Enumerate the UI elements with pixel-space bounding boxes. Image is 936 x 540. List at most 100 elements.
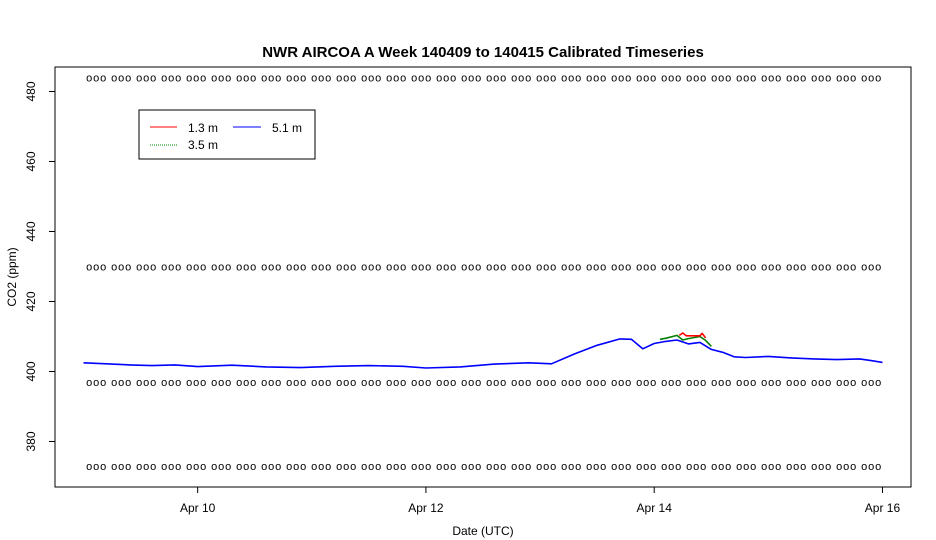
y-tick-label-5: 480 — [24, 81, 38, 101]
flag-point: o — [193, 73, 199, 85]
flag-point: o — [786, 461, 792, 473]
flag-point: o — [111, 73, 117, 85]
flag-point: o — [211, 73, 217, 85]
flag-point: o — [650, 377, 656, 389]
flag-point: o — [86, 73, 92, 85]
flag-point: o — [168, 461, 174, 473]
flag-point: o — [768, 73, 774, 85]
flag-point: o — [650, 461, 656, 473]
flag-point: o — [325, 461, 331, 473]
flag-point: o — [625, 73, 631, 85]
flag-point: o — [411, 461, 417, 473]
flag-point: o — [511, 461, 517, 473]
flag-point: o — [636, 461, 642, 473]
flag-point: o — [843, 73, 849, 85]
flag-point: o — [143, 377, 149, 389]
flag-point: o — [418, 262, 424, 274]
flag-point: o — [611, 461, 617, 473]
flag-point: o — [218, 461, 224, 473]
flag-point: o — [318, 461, 324, 473]
flag-point: o — [493, 377, 499, 389]
series-lines — [83, 332, 883, 369]
flag-point: o — [575, 377, 581, 389]
flag-point: o — [775, 73, 781, 85]
flag-point: o — [700, 73, 706, 85]
flag-point: o — [775, 461, 781, 473]
flag-point: o — [300, 262, 306, 274]
flag-point: o — [318, 73, 324, 85]
flag-point: o — [761, 377, 767, 389]
flag-point: o — [93, 262, 99, 274]
flag-point: o — [786, 73, 792, 85]
flag-point: o — [425, 262, 431, 274]
flag-point: o — [793, 461, 799, 473]
flag-point: o — [450, 377, 456, 389]
flag-point: o — [411, 262, 417, 274]
flag-point: o — [100, 73, 106, 85]
flag-point: o — [193, 262, 199, 274]
flag-point: o — [750, 377, 756, 389]
flag-point: o — [211, 262, 217, 274]
flag-point: o — [843, 262, 849, 274]
flag-point: o — [311, 262, 317, 274]
flag-point: o — [236, 262, 242, 274]
flag-point: o — [718, 377, 724, 389]
flag-point: o — [636, 73, 642, 85]
flag-point: o — [443, 262, 449, 274]
legend-label-1-3m: 1.3 m — [188, 121, 218, 135]
flag-point: o — [543, 377, 549, 389]
flag-point: o — [93, 461, 99, 473]
flag-point: o — [243, 377, 249, 389]
flag-point: o — [650, 73, 656, 85]
flag-point: o — [675, 461, 681, 473]
flag-point: o — [275, 262, 281, 274]
flag-point: o — [268, 73, 274, 85]
flag-point: o — [411, 73, 417, 85]
flag-point: o — [400, 73, 406, 85]
flag-point: o — [386, 73, 392, 85]
flag-point: o — [718, 73, 724, 85]
flag-point: o — [636, 377, 642, 389]
flag-point: o — [250, 73, 256, 85]
x-axis-label: Date (UTC) — [452, 524, 513, 538]
flag-point: o — [343, 461, 349, 473]
flag-point: o — [518, 73, 524, 85]
flag-point: o — [575, 461, 581, 473]
series-line-1 — [659, 334, 712, 347]
flag-point: o — [611, 73, 617, 85]
flag-point: o — [836, 377, 842, 389]
flag-point: o — [386, 377, 392, 389]
flag-point: o — [775, 262, 781, 274]
flag-point: o — [793, 377, 799, 389]
flag-point: o — [100, 377, 106, 389]
flag-point: o — [875, 262, 881, 274]
flag-point: o — [561, 73, 567, 85]
y-axis: 380 400 420 440 460 480 — [24, 81, 55, 452]
flag-point: o — [868, 73, 874, 85]
flag-point: o — [286, 262, 292, 274]
flag-point: o — [811, 377, 817, 389]
flag-point: o — [436, 461, 442, 473]
x-tick-label-2: Apr 14 — [637, 501, 673, 515]
flag-point: o — [568, 461, 574, 473]
flag-point: o — [493, 461, 499, 473]
flag-point: o — [475, 377, 481, 389]
flag-point: o — [500, 262, 506, 274]
flag-point: o — [493, 262, 499, 274]
flag-point: o — [261, 262, 267, 274]
flag-point: o — [293, 73, 299, 85]
flag-point: o — [536, 377, 542, 389]
flag-point: o — [486, 262, 492, 274]
flag-point: o — [700, 377, 706, 389]
flag-point: o — [836, 461, 842, 473]
legend-box — [138, 109, 316, 160]
flag-point: o — [268, 377, 274, 389]
flag-point: o — [750, 461, 756, 473]
flag-point: o — [850, 461, 856, 473]
flag-point: o — [225, 461, 231, 473]
flag-point: o — [343, 73, 349, 85]
flag-point: o — [643, 461, 649, 473]
flag-point: o — [150, 461, 156, 473]
flag-point: o — [200, 461, 206, 473]
flag-point: o — [461, 461, 467, 473]
